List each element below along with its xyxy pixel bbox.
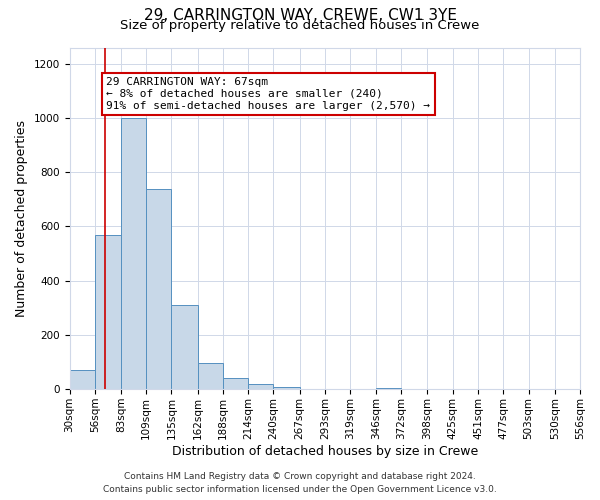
Text: 29 CARRINGTON WAY: 67sqm
← 8% of detached houses are smaller (240)
91% of semi-d: 29 CARRINGTON WAY: 67sqm ← 8% of detache… [106, 78, 430, 110]
X-axis label: Distribution of detached houses by size in Crewe: Distribution of detached houses by size … [172, 444, 478, 458]
Text: 29, CARRINGTON WAY, CREWE, CW1 3YE: 29, CARRINGTON WAY, CREWE, CW1 3YE [143, 8, 457, 22]
Bar [121, 118, 146, 389]
Bar [223, 378, 248, 389]
Y-axis label: Number of detached properties: Number of detached properties [15, 120, 28, 317]
Text: Contains HM Land Registry data © Crown copyright and database right 2024.
Contai: Contains HM Land Registry data © Crown c… [103, 472, 497, 494]
Bar [146, 188, 172, 389]
Bar [197, 364, 223, 389]
Bar [70, 370, 95, 389]
Bar [248, 384, 274, 389]
Bar [172, 305, 197, 389]
Bar [95, 234, 121, 389]
Bar [376, 388, 401, 389]
Bar [274, 387, 299, 389]
Text: Size of property relative to detached houses in Crewe: Size of property relative to detached ho… [121, 18, 479, 32]
